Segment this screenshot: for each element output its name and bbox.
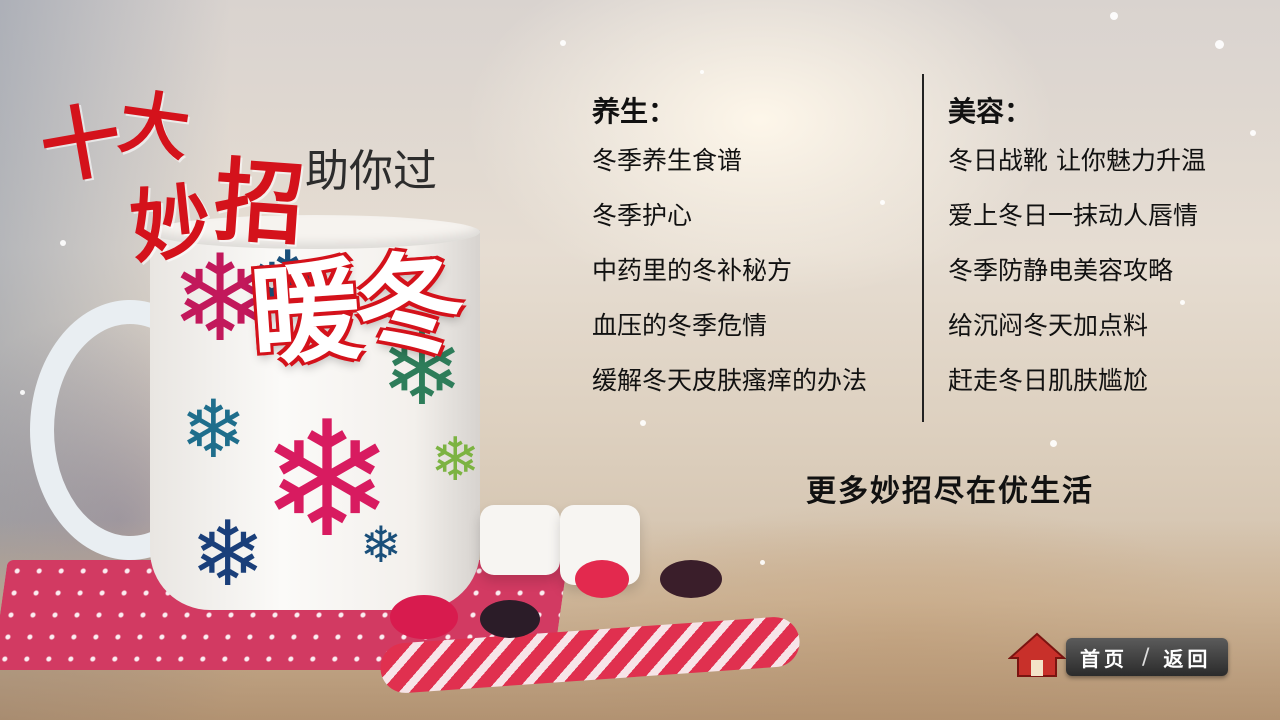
snow-dot (1180, 300, 1185, 305)
health-link-recipes[interactable]: 冬季养生食谱 (592, 146, 743, 175)
beauty-link-lips[interactable]: 爱上冬日一抹动人唇情 (948, 201, 1199, 230)
candy (480, 600, 540, 638)
nav-bar: 首页 / 返回 (1066, 638, 1228, 676)
health-heading: 养生： (592, 95, 677, 128)
snow-dot (1215, 40, 1224, 49)
snow-dot (700, 70, 704, 74)
snowflake-icon: ❄ (360, 516, 402, 574)
title-char-miao: 妙 (125, 173, 216, 275)
marshmallow (480, 505, 560, 575)
beauty-list: 冬日战靴 让你魅力升温 爱上冬日一抹动人唇情 冬季防静电美容攻略 给沉闷冬天加点… (948, 144, 1206, 419)
snowflake-icon: ❄ (180, 383, 248, 476)
title-warm-winter: 暖冬 (246, 237, 463, 382)
beauty-heading: 美容： (948, 95, 1033, 128)
beauty-link-skin[interactable]: 赶走冬日肌肤尴尬 (948, 366, 1149, 395)
back-button[interactable]: 返回 (1163, 646, 1212, 671)
health-link-tonic[interactable]: 中药里的冬补秘方 (592, 256, 793, 285)
snowflake-icon: ❄ (260, 386, 395, 573)
title-char-ten: 十 (33, 90, 129, 198)
snow-dot (1050, 440, 1057, 447)
snow-dot (560, 40, 566, 46)
snowflake-icon: ❄ (430, 425, 481, 495)
snow-dot (880, 200, 885, 205)
snow-dot (760, 560, 765, 565)
candy (660, 560, 722, 598)
health-link-heart[interactable]: 冬季护心 (592, 201, 693, 230)
home-button[interactable]: 首页 (1080, 646, 1128, 671)
snowflake-icon: ❄ (250, 232, 326, 337)
health-link-blood-pressure[interactable]: 血压的冬季危情 (592, 311, 768, 340)
snow-dot (20, 390, 25, 395)
snow-dot (60, 240, 66, 246)
snowflake-icon: ❄ (170, 230, 271, 369)
snow-dot (1250, 130, 1256, 136)
nav-separator: / (1142, 644, 1150, 670)
mug-rim (150, 215, 480, 249)
beauty-link-static[interactable]: 冬季防静电美容攻略 (948, 256, 1174, 285)
health-section: 养生： 冬季养生食谱 冬季护心 中药里的冬补秘方 血压的冬季危情 缓解冬天皮肤瘙… (592, 92, 867, 419)
title-ten-tricks: 十 大 妙 招 (33, 79, 310, 274)
snow-dot (640, 420, 646, 426)
snowflake-icon: ❄ (380, 311, 464, 428)
column-divider (922, 74, 924, 422)
health-list: 冬季养生食谱 冬季护心 中药里的冬补秘方 血压的冬季危情 缓解冬天皮肤瘙痒的办法 (592, 144, 867, 419)
candy (390, 595, 458, 639)
more-tips-text: 更多妙招尽在优生活 (806, 474, 1094, 509)
snowflake-mug: ❄ ❄ ❄ ❄ ❄ ❄ ❄ ❄ (150, 230, 480, 610)
beauty-link-boots[interactable]: 冬日战靴 让你魅力升温 (948, 146, 1206, 175)
candy (575, 560, 629, 598)
house-icon (1007, 632, 1067, 677)
beauty-section: 美容： 冬日战靴 让你魅力升温 爱上冬日一抹动人唇情 冬季防静电美容攻略 给沉闷… (948, 92, 1206, 419)
snow-dot (1110, 12, 1118, 20)
home-icon[interactable] (1007, 630, 1067, 678)
title-helper: 助你过 (305, 146, 437, 197)
health-link-itchy-skin[interactable]: 缓解冬天皮肤瘙痒的办法 (592, 366, 868, 395)
snowflake-icon: ❄ (190, 502, 266, 607)
beauty-link-spice[interactable]: 给沉闷冬天加点料 (948, 311, 1149, 340)
